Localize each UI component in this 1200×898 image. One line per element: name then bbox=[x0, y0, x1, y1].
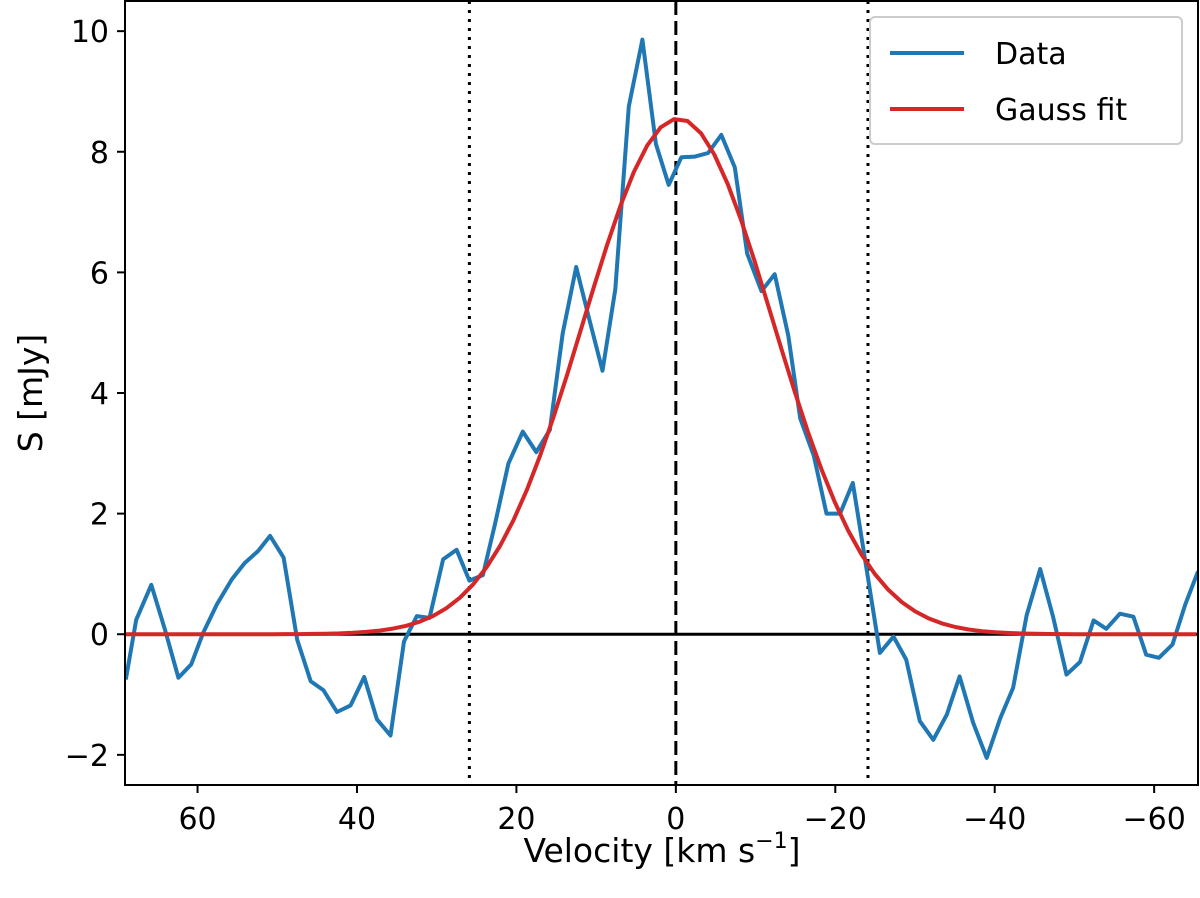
series-group bbox=[125, 37, 1198, 760]
y-tick-label: 6 bbox=[90, 256, 109, 291]
y-axis: −2 0 2 4 6 8 10 bbox=[65, 15, 125, 774]
x-tick-label: −60 bbox=[1122, 802, 1185, 837]
x-axis-label-superscript: −1 bbox=[755, 829, 787, 854]
data-line bbox=[125, 37, 1198, 760]
legend-frame bbox=[869, 16, 1183, 145]
legend-data-label: Data bbox=[995, 37, 1067, 72]
y-axis-label: S [mJy] bbox=[11, 334, 50, 453]
y-tick-label: −2 bbox=[65, 739, 109, 774]
y-tick-label: 8 bbox=[90, 136, 109, 171]
y-tick-label: 10 bbox=[71, 15, 109, 50]
legend: Data Gauss fit bbox=[869, 16, 1183, 145]
x-tick-label: 0 bbox=[666, 802, 685, 837]
x-tick-label: −40 bbox=[963, 802, 1026, 837]
gauss-fit-line bbox=[125, 117, 1197, 637]
x-tick-label: 20 bbox=[497, 802, 535, 837]
legend-gauss-label: Gauss fit bbox=[995, 93, 1127, 128]
x-tick-label: −20 bbox=[804, 802, 867, 837]
y-tick-label: 2 bbox=[90, 498, 109, 533]
x-axis-label: Velocity [km s−1] bbox=[523, 829, 800, 870]
y-tick-label: 4 bbox=[90, 377, 109, 412]
x-axis: 60 40 20 0 −20 −40 −60 bbox=[178, 785, 1186, 837]
x-axis-label-end: ] bbox=[788, 831, 801, 870]
y-tick-label: 0 bbox=[90, 618, 109, 653]
x-tick-label: 60 bbox=[178, 802, 216, 837]
x-tick-label: 40 bbox=[338, 802, 376, 837]
